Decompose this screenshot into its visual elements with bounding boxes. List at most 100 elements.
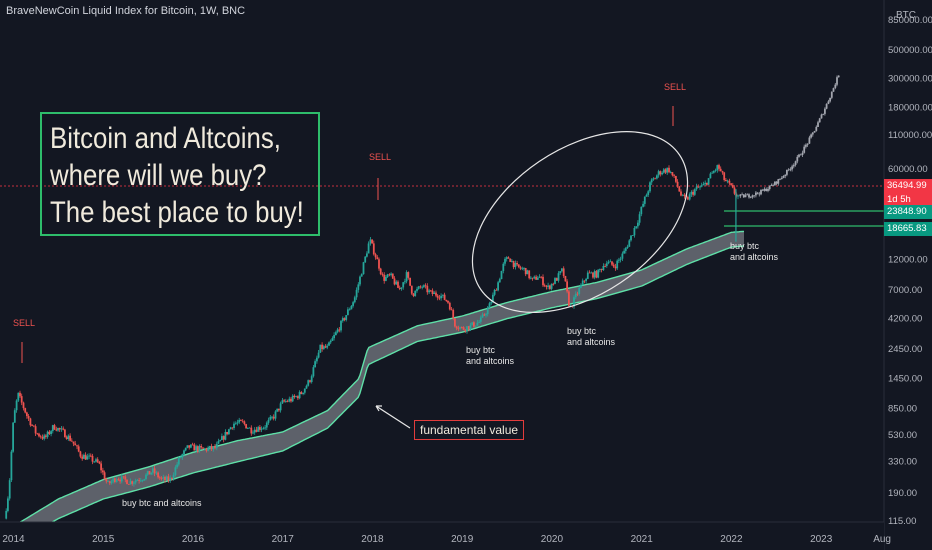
- candle-body: [557, 273, 560, 281]
- candle-body: [464, 329, 467, 332]
- candle-body: [93, 461, 96, 463]
- candle-body: [595, 271, 598, 278]
- candle-body: [100, 463, 102, 471]
- candle-body: [297, 396, 299, 399]
- time-axis[interactable]: 2014 2015 2016 2017 2018 2019 2020 2021 2022 2023…: [0, 521, 891, 550]
- candle-body: [693, 189, 696, 195]
- candle-body: [91, 455, 94, 462]
- y-tick-label: 60000.00: [888, 164, 928, 175]
- candle-body: [316, 357, 318, 362]
- candle-body: [497, 282, 499, 291]
- candle-body: [274, 411, 277, 419]
- candle-body: [385, 277, 387, 281]
- projection-body: [742, 194, 745, 198]
- candle-body: [8, 480, 11, 499]
- candle-body: [279, 403, 282, 411]
- candle-body: [462, 327, 465, 330]
- candle-body: [673, 175, 675, 177]
- x-tick-label: 2018: [361, 534, 384, 545]
- candle-body: [459, 327, 461, 329]
- candle-body: [193, 444, 196, 451]
- candle-body: [77, 446, 80, 452]
- fundamental-value-arrow: [375, 405, 411, 429]
- candle-body: [457, 328, 460, 330]
- headline-line-2: where will we buy?: [50, 159, 267, 192]
- time-axis-bg: [0, 522, 884, 550]
- candle-body: [224, 432, 227, 440]
- candle-body: [41, 437, 44, 439]
- candle-body: [395, 281, 398, 285]
- candle-body: [728, 180, 731, 184]
- candle-body: [240, 419, 242, 421]
- price-axis-bg: [884, 0, 932, 550]
- candle-body: [568, 291, 570, 306]
- candle-body: [426, 285, 429, 293]
- buy-note-2020-line-2: and altcoins: [567, 337, 616, 347]
- candle-body: [83, 454, 85, 459]
- projection-body: [822, 114, 825, 115]
- buy-note-2019-line-1: buy btc: [466, 345, 496, 355]
- candle-body: [559, 271, 562, 274]
- candle-body: [668, 167, 670, 173]
- candle-body: [248, 427, 251, 429]
- candle-body: [517, 264, 520, 268]
- candle-body: [110, 481, 113, 484]
- candle-body: [231, 427, 234, 429]
- candle-body: [319, 344, 322, 353]
- candle-body: [288, 398, 291, 402]
- price-axis[interactable]: 850000.00 500000.00 300000.00 180000.00 1100…: [883, 0, 932, 550]
- x-tick-label: 2017: [272, 534, 295, 545]
- y-tick-label: 330.00: [888, 457, 917, 468]
- projection-candles: [739, 75, 840, 199]
- candle-body: [122, 476, 125, 478]
- band-upper-line: [4, 230, 745, 533]
- candle-body: [133, 482, 135, 484]
- candle-body: [643, 196, 646, 204]
- candle-body: [502, 263, 505, 271]
- candle-body: [20, 396, 23, 403]
- buy-note-2020: buy btc and altcoins: [567, 326, 615, 348]
- candle-body: [654, 178, 656, 180]
- candle-body: [505, 257, 508, 259]
- candle-body: [599, 269, 601, 270]
- candle-body: [417, 286, 420, 289]
- candle-body: [488, 303, 491, 308]
- projection-body: [803, 146, 806, 153]
- candle-body: [607, 261, 610, 264]
- projection-body: [763, 188, 766, 191]
- candle-body: [219, 440, 222, 442]
- candle-body: [386, 274, 389, 277]
- candle-body: [114, 478, 116, 482]
- candle-body: [538, 276, 541, 278]
- candle-body: [683, 194, 686, 197]
- candle-body: [157, 472, 159, 478]
- candle-body: [127, 484, 130, 485]
- candle-body: [485, 314, 487, 316]
- candle-body: [709, 173, 712, 179]
- candle-body: [726, 180, 729, 182]
- candle-body: [554, 278, 556, 284]
- candle-body: [262, 427, 265, 429]
- candle-body: [431, 290, 434, 294]
- candle-body: [209, 446, 211, 448]
- candle-body: [191, 444, 194, 446]
- candle-body: [680, 191, 682, 196]
- candle-body: [438, 297, 441, 299]
- candle-body: [228, 429, 230, 435]
- projection-body: [774, 181, 776, 186]
- candle-body: [442, 294, 444, 296]
- candle-body: [631, 235, 634, 236]
- candle-body: [148, 471, 151, 475]
- current-price-tag: 36494.99: [884, 179, 932, 193]
- candle-body: [600, 269, 603, 270]
- candle-body: [48, 431, 51, 434]
- y-tick-label: 115.00: [888, 516, 916, 527]
- candle-body: [24, 408, 27, 413]
- candle-body: [184, 447, 187, 451]
- candle-body: [712, 171, 715, 173]
- candle-body: [640, 206, 643, 215]
- projection-body: [825, 103, 828, 109]
- buy-note-2022-line-2: and altcoins: [730, 252, 779, 262]
- candle-body: [357, 284, 360, 290]
